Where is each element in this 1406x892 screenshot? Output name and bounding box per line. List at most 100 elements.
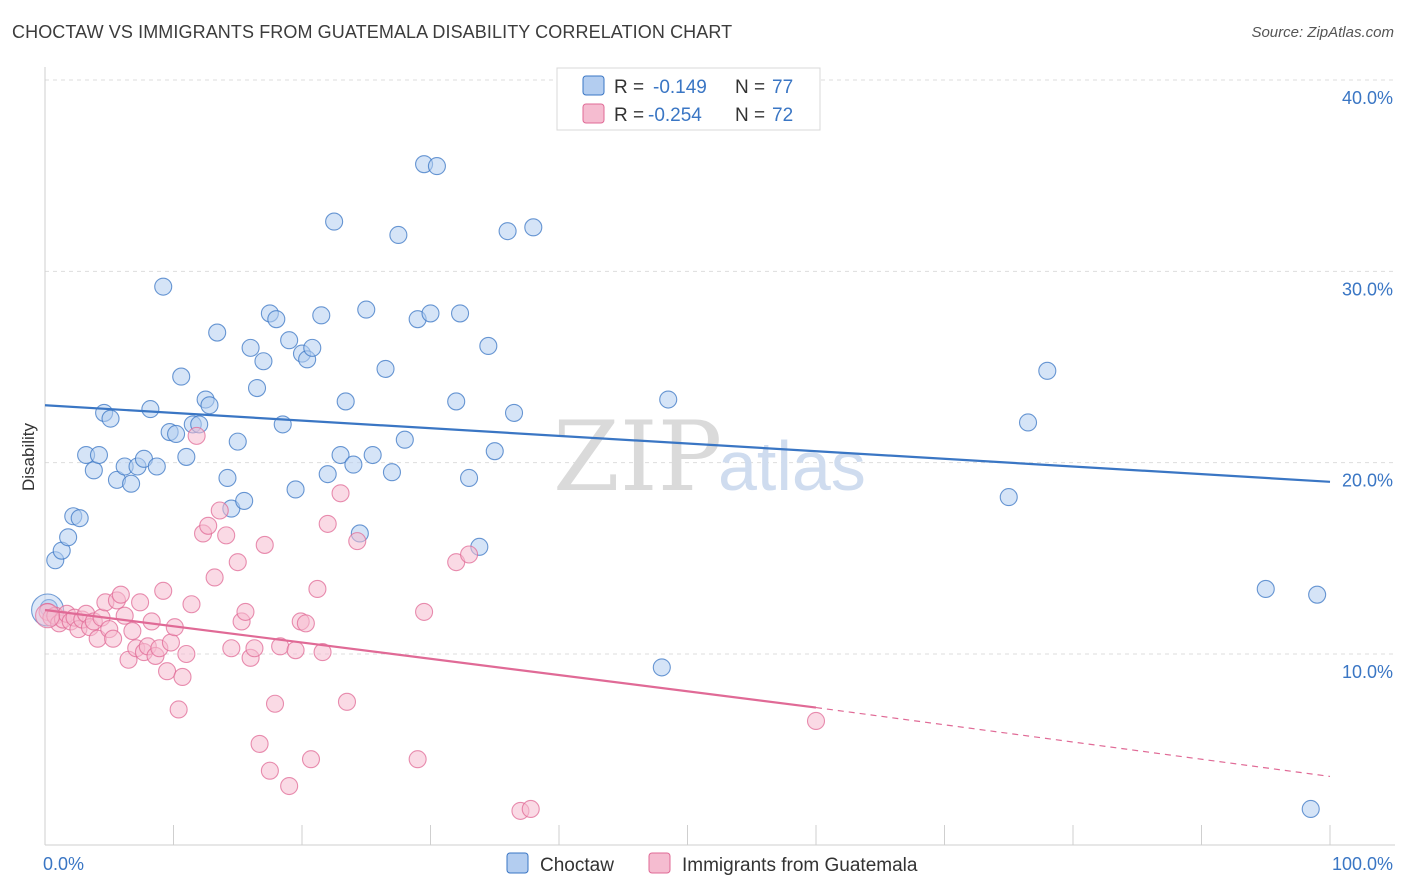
y-tick-label: 20.0% bbox=[1342, 471, 1393, 491]
scatter-point bbox=[142, 612, 161, 631]
scatter-point bbox=[415, 602, 434, 621]
x-tick-label-max: 100.0% bbox=[1332, 854, 1393, 874]
scatter-point bbox=[123, 621, 142, 641]
scatter-point bbox=[228, 432, 247, 451]
bottom-legend-swatch-guatemala bbox=[648, 852, 671, 874]
legend-n-label-choctaw: N = bbox=[735, 77, 765, 98]
y-axis-title: Disability bbox=[19, 422, 38, 491]
scatter-point bbox=[344, 455, 363, 474]
scatter-point bbox=[451, 304, 470, 323]
scatter-point bbox=[104, 629, 123, 648]
trend-lines bbox=[44, 404, 1331, 778]
trend-line bbox=[44, 404, 1331, 483]
y-tick-label: 30.0% bbox=[1342, 279, 1393, 299]
scatter-point bbox=[312, 306, 331, 325]
scatter-point bbox=[265, 694, 285, 713]
scatter-point bbox=[84, 461, 103, 480]
scatter-point bbox=[389, 225, 408, 245]
scatter-point bbox=[254, 352, 273, 371]
scatter-cluster-point bbox=[35, 603, 61, 629]
scatter-point bbox=[286, 641, 305, 660]
scatter-point bbox=[147, 457, 166, 476]
scatter-point bbox=[408, 750, 427, 769]
scatter-point bbox=[999, 488, 1018, 507]
scatter-point bbox=[247, 378, 267, 398]
scatter-point bbox=[524, 218, 543, 237]
scatter-point bbox=[331, 445, 350, 465]
scatter-point bbox=[173, 667, 192, 687]
scatter-point bbox=[161, 633, 180, 652]
scatter-point bbox=[111, 585, 130, 604]
scatter-point bbox=[485, 442, 504, 461]
scatter-point bbox=[498, 222, 517, 241]
scatter-point bbox=[303, 338, 322, 357]
scatter-point bbox=[331, 484, 350, 503]
scatter-point bbox=[459, 468, 479, 488]
scatter-point bbox=[1301, 799, 1320, 819]
scatter-point bbox=[659, 390, 678, 409]
scatter-point bbox=[236, 602, 255, 621]
legend-n-value-guatemala: 72 bbox=[772, 105, 793, 126]
scatter-point bbox=[154, 277, 173, 296]
y-tick-labels: 10.0% 20.0% 30.0% 40.0% bbox=[1342, 88, 1393, 682]
scatter-point bbox=[348, 532, 367, 551]
scatter-point bbox=[318, 465, 337, 484]
bottom-legend-label-guatemala: Immigrants from Guatemala bbox=[682, 855, 918, 876]
bottom-legend-label-choctaw: Choctaw bbox=[540, 855, 614, 876]
scatter-point bbox=[182, 595, 201, 614]
scatter-point bbox=[479, 336, 498, 356]
scatter-point bbox=[205, 568, 224, 587]
scatter-point bbox=[286, 480, 305, 499]
legend-r-label-guatemala: R = bbox=[614, 105, 644, 126]
legend-n-label-guatemala: N = bbox=[735, 105, 765, 126]
scatter-point bbox=[376, 359, 395, 378]
legend-swatch-choctaw bbox=[582, 75, 605, 96]
watermark-zip: ZIP bbox=[553, 401, 722, 513]
chart-title: CHOCTAW VS IMMIGRANTS FROM GUATEMALA DIS… bbox=[12, 22, 733, 42]
watermark: ZIP atlas bbox=[553, 401, 866, 513]
scatter-point bbox=[504, 403, 524, 422]
legend: R = -0.149 N = 77 R = -0.254 N = 72 bbox=[556, 67, 821, 131]
scatter-point bbox=[210, 501, 229, 520]
scatter-point bbox=[357, 300, 376, 319]
scatter-point bbox=[1256, 579, 1275, 598]
scatter-point bbox=[459, 545, 479, 564]
scatter-point bbox=[89, 445, 109, 465]
scatter-point bbox=[167, 424, 186, 444]
axes bbox=[44, 67, 1395, 846]
scatter-point bbox=[235, 491, 254, 510]
legend-r-value-guatemala: -0.254 bbox=[648, 105, 702, 126]
scatter-point bbox=[521, 799, 540, 819]
scatter-point bbox=[296, 614, 315, 633]
scatter-point bbox=[245, 639, 264, 658]
scatter-point bbox=[325, 212, 344, 231]
scatter-point bbox=[395, 430, 414, 449]
scatter-point bbox=[337, 692, 357, 711]
legend-r-value-choctaw: -0.149 bbox=[653, 77, 707, 98]
scatter-point bbox=[200, 396, 219, 415]
x-tick-labels: 0.0% 100.0% bbox=[43, 854, 1393, 874]
scatter-point bbox=[218, 468, 237, 488]
scatter-point bbox=[318, 514, 337, 533]
scatter-point bbox=[70, 509, 89, 528]
scatter-point bbox=[260, 761, 279, 780]
scatter-point bbox=[222, 639, 241, 658]
legend-r-label-choctaw: R = bbox=[614, 77, 644, 98]
scatter-point bbox=[427, 157, 446, 176]
scatter-point bbox=[208, 323, 227, 342]
trend-line bbox=[44, 608, 817, 709]
trend-line-extension bbox=[815, 706, 1331, 778]
legend-n-value-choctaw: 77 bbox=[772, 77, 793, 98]
scatter-point bbox=[336, 392, 355, 411]
scatter-point bbox=[301, 750, 321, 769]
scatter-point bbox=[250, 734, 269, 753]
scatter-point bbox=[1308, 585, 1327, 604]
scatter-point bbox=[158, 662, 177, 681]
source-label: Source: ZipAtlas.com bbox=[1251, 24, 1394, 41]
watermark-atlas: atlas bbox=[718, 427, 866, 505]
y-tick-label: 10.0% bbox=[1342, 662, 1393, 682]
scatter-point bbox=[267, 310, 286, 329]
scatter-point bbox=[280, 776, 299, 796]
scatter-point bbox=[154, 581, 173, 600]
scatter-point bbox=[363, 445, 382, 465]
